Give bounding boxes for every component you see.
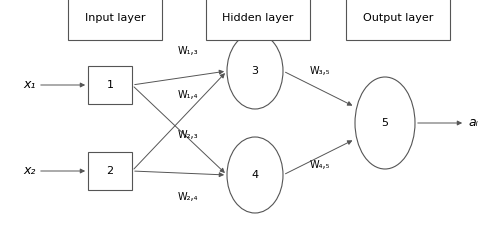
Text: W₄,₅: W₄,₅ [310,160,330,170]
Text: Output layer: Output layer [363,13,433,23]
Text: x₁: x₁ [24,78,36,92]
Text: 3: 3 [252,66,258,76]
Text: aᵢ: aᵢ [468,116,478,130]
Text: 2: 2 [106,166,114,176]
Text: 1: 1 [106,80,114,90]
Ellipse shape [227,137,283,213]
Text: Hidden layer: Hidden layer [222,13,294,23]
Ellipse shape [227,33,283,109]
Text: W₁,₄: W₁,₄ [178,90,199,100]
Text: 5: 5 [382,118,388,128]
FancyBboxPatch shape [88,66,132,104]
Text: x₂: x₂ [24,165,36,177]
Text: 4: 4 [252,170,258,180]
Text: W₁,₃: W₁,₃ [178,46,199,56]
Text: W₃,₅: W₃,₅ [310,66,330,76]
FancyBboxPatch shape [88,152,132,190]
Text: Input layer: Input layer [85,13,145,23]
Ellipse shape [355,77,415,169]
Text: W₂,₃: W₂,₃ [178,130,199,140]
Text: W₂,₄: W₂,₄ [178,192,199,202]
